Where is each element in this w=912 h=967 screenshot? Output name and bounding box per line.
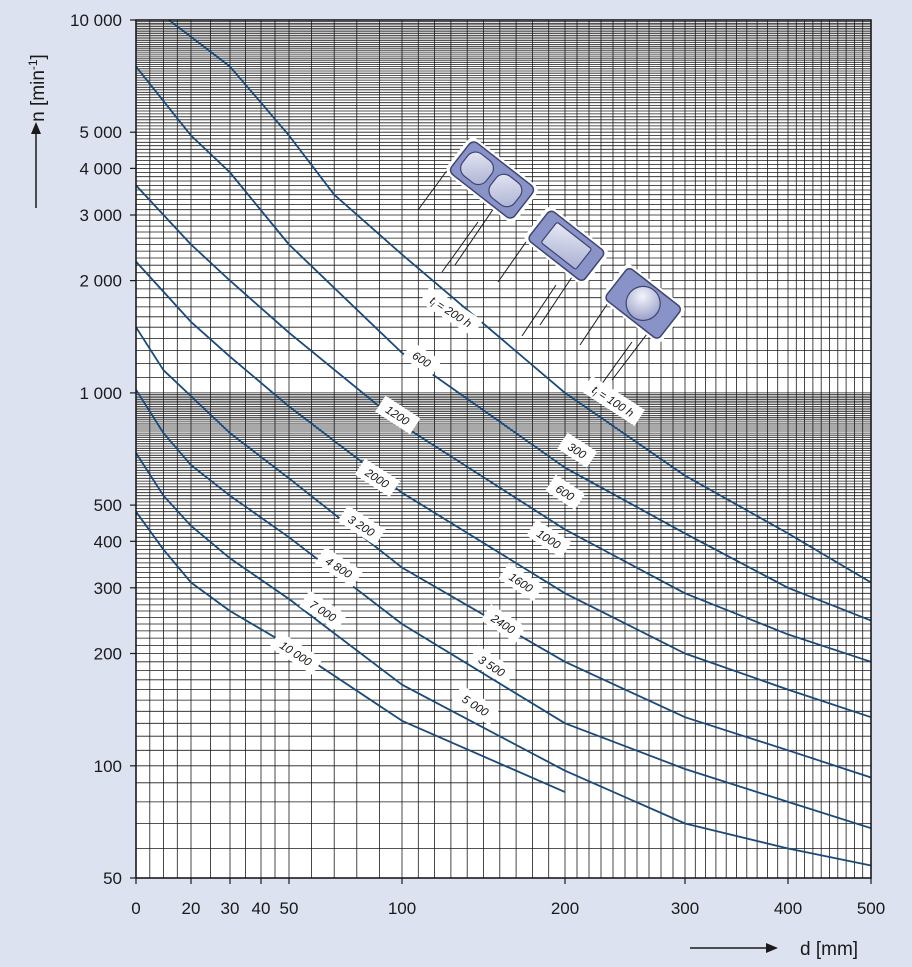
x-tick-label: 30	[221, 899, 240, 918]
curve-label-halo	[526, 519, 572, 559]
plot-area	[136, 20, 871, 878]
y-tick-label: 1 000	[79, 384, 122, 403]
series-line-1	[168, 19, 872, 584]
curve-label-halo	[315, 547, 363, 588]
curve-label-halo	[299, 590, 348, 631]
y-axis-label: n [min-1]	[26, 54, 49, 122]
y-tick-label: 200	[94, 645, 122, 664]
curve-label-halo	[557, 432, 598, 468]
curve-label-halo	[354, 458, 400, 498]
y-tick-label: 50	[103, 869, 122, 888]
curve-label-halo	[337, 505, 386, 546]
curve-label-halo	[269, 631, 323, 675]
curve-label-halo	[480, 604, 526, 643]
x-tick-label: 200	[551, 899, 579, 918]
y-tick-label: 400	[94, 532, 122, 551]
series-line-2	[135, 66, 872, 622]
y-tick-label: 3 000	[79, 206, 122, 225]
series-line-8	[135, 511, 566, 793]
curve-label: 1600	[498, 562, 544, 602]
curve-label-halo	[467, 645, 516, 686]
y-tick-label: 4 000	[79, 159, 122, 178]
x-tick-label: 300	[671, 899, 699, 918]
y-tick-label: 500	[94, 496, 122, 515]
y-tick-label: 10 000	[70, 11, 122, 30]
cylindrical-roller-bearing-icon	[497, 206, 609, 337]
x-tick-label: 100	[388, 899, 416, 918]
curve-label-halo	[545, 474, 586, 510]
curve-label-halo	[375, 395, 421, 435]
ball-bearing-icon	[579, 264, 685, 393]
series-line-4	[135, 260, 872, 719]
curve-label: 600	[401, 341, 442, 377]
curve-label-halo	[498, 562, 544, 602]
x-tick-label: 500	[857, 899, 885, 918]
y-axis-arrow	[31, 122, 41, 208]
x-tick-label: 50	[280, 899, 299, 918]
x-tick-label: 400	[774, 899, 802, 918]
curve-label-halo	[451, 685, 500, 726]
x-tick-label: 20	[182, 899, 201, 918]
plot-frame	[135, 19, 872, 879]
y-tick-label: 2 000	[79, 272, 122, 291]
curve-label-halo	[419, 286, 483, 337]
x-tick-label: 0	[131, 899, 140, 918]
curve-label-halo	[401, 341, 442, 377]
x-tick-label: 40	[252, 899, 271, 918]
y-tick-label: 100	[94, 757, 122, 776]
curve-label-halo	[581, 375, 645, 426]
spherical-roller-bearing-icon	[417, 138, 538, 273]
series-line-7	[135, 452, 872, 867]
x-axis-arrow	[690, 943, 778, 953]
curve-label: 300	[557, 432, 598, 468]
y-tick-label: 5 000	[79, 123, 122, 142]
x-axis-label: d [mm]	[800, 939, 858, 960]
y-tick-label: 300	[94, 579, 122, 598]
curve-label: 600	[545, 474, 586, 510]
tick-labels: 0 20 30 40 50 100 200 300 400 500 10 000 5 000 4 000…	[70, 11, 885, 918]
